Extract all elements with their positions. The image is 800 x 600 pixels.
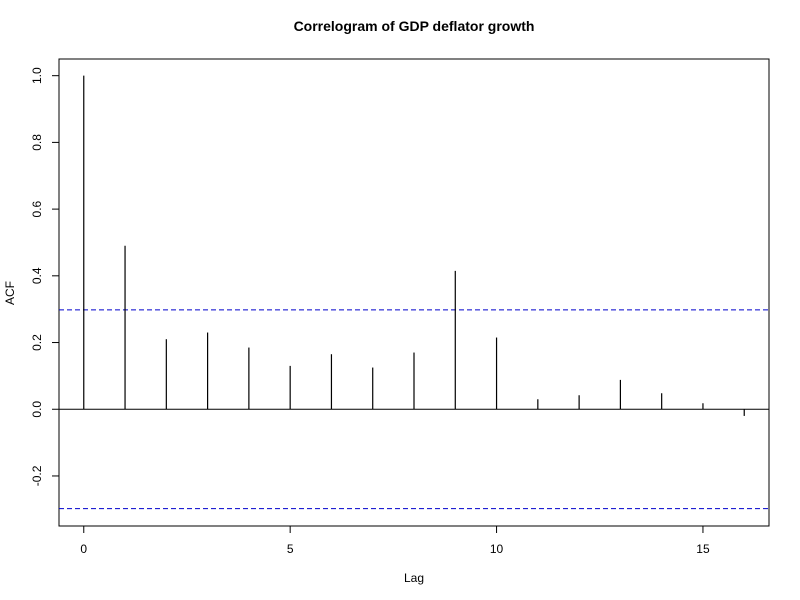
y-tick-label: 0.0 [30, 401, 44, 418]
y-tick-label: 0.2 [30, 334, 44, 351]
y-tick-label: -0.2 [30, 465, 44, 486]
x-axis-label: Lag [404, 571, 424, 585]
y-tick-label: 0.6 [30, 200, 44, 217]
y-tick-label: 0.8 [30, 134, 44, 151]
x-tick-label: 10 [490, 542, 504, 556]
y-tick-label: 1.0 [30, 67, 44, 84]
y-axis: -0.2 0.0 0.2 0.4 0.6 0.8 1.0 [30, 67, 60, 486]
x-tick-label: 5 [287, 542, 294, 556]
x-tick-label: 15 [696, 542, 710, 556]
x-tick-label: 0 [80, 542, 87, 556]
y-tick-label: 0.4 [30, 267, 44, 284]
x-axis: 0 5 10 15 [80, 525, 710, 556]
plot-frame [58, 58, 770, 527]
chart-title: Correlogram of GDP deflator growth [294, 18, 535, 34]
y-axis-label: ACF [3, 281, 17, 305]
acf-marks [59, 75, 769, 510]
